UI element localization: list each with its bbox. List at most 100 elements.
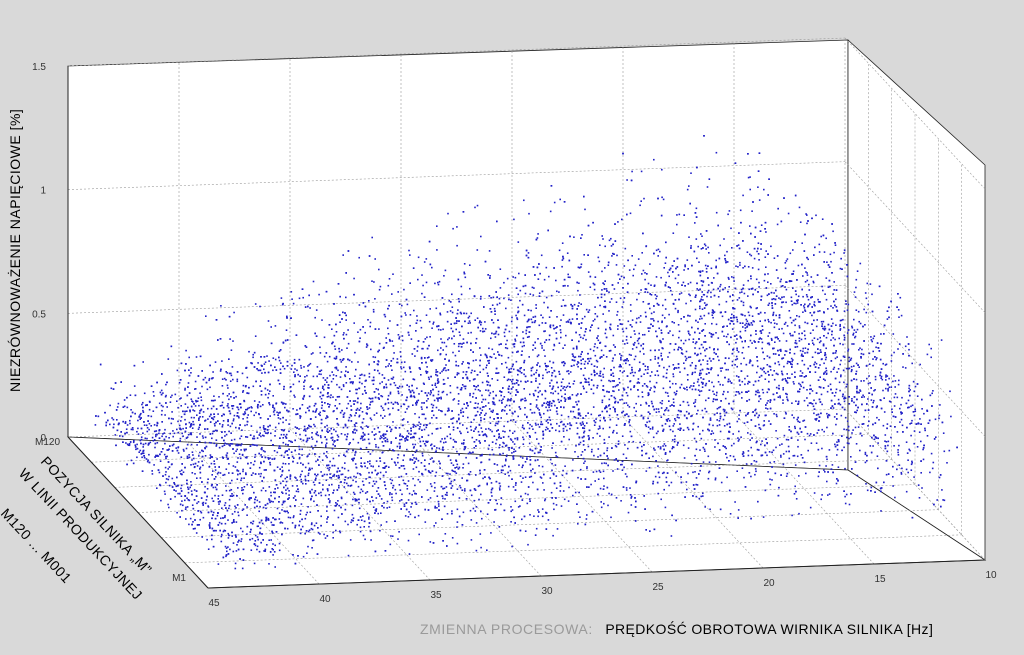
data-point xyxy=(832,368,835,370)
data-point xyxy=(477,402,479,405)
data-point xyxy=(442,390,445,393)
data-point xyxy=(502,469,504,472)
data-point xyxy=(139,439,142,442)
data-point xyxy=(441,391,444,394)
data-point xyxy=(913,390,916,393)
data-point xyxy=(654,475,657,478)
data-point xyxy=(655,408,658,410)
data-point xyxy=(682,342,685,345)
data-point xyxy=(272,554,274,556)
data-point xyxy=(616,310,619,313)
data-point xyxy=(870,486,873,489)
data-point xyxy=(167,503,169,506)
data-point xyxy=(475,506,478,508)
data-point xyxy=(833,251,835,254)
data-point xyxy=(236,380,239,383)
data-point xyxy=(359,491,362,494)
data-point xyxy=(458,331,461,333)
data-point xyxy=(236,378,239,381)
data-point xyxy=(869,445,872,447)
data-point xyxy=(644,291,646,293)
data-point xyxy=(442,328,444,331)
data-point xyxy=(312,447,314,450)
data-point xyxy=(664,445,667,447)
data-point xyxy=(780,306,783,308)
data-point xyxy=(584,208,586,211)
data-point xyxy=(742,284,745,286)
data-point xyxy=(314,416,317,418)
data-point xyxy=(163,432,166,434)
data-point xyxy=(920,472,922,474)
data-point xyxy=(456,450,458,453)
data-point xyxy=(474,206,476,209)
data-point xyxy=(480,354,482,356)
data-point xyxy=(872,364,874,367)
data-point xyxy=(293,358,296,361)
data-point xyxy=(631,319,634,321)
data-point xyxy=(253,414,255,417)
data-point xyxy=(904,367,907,369)
data-point xyxy=(385,337,387,339)
data-point xyxy=(690,462,693,465)
data-point xyxy=(665,409,667,411)
data-point xyxy=(869,283,872,285)
data-point xyxy=(826,412,828,415)
data-point xyxy=(537,509,539,511)
data-point xyxy=(517,373,519,376)
data-point xyxy=(326,473,328,476)
data-point xyxy=(223,413,225,416)
data-point xyxy=(873,389,875,392)
data-point xyxy=(641,385,644,387)
data-point xyxy=(448,337,450,339)
data-point xyxy=(657,255,659,257)
data-point xyxy=(536,237,539,239)
data-point xyxy=(350,415,353,417)
data-point xyxy=(601,235,603,237)
data-point xyxy=(768,302,771,305)
data-point xyxy=(710,267,713,270)
data-point xyxy=(440,338,442,340)
data-point xyxy=(362,431,364,434)
data-point xyxy=(714,478,717,481)
data-point xyxy=(237,511,239,514)
data-point xyxy=(775,413,778,416)
data-point xyxy=(621,328,624,330)
data-point xyxy=(239,437,241,440)
data-point xyxy=(231,535,233,537)
data-point xyxy=(837,368,840,370)
data-point xyxy=(645,402,648,405)
data-point xyxy=(319,411,321,414)
data-point xyxy=(806,222,808,225)
data-point xyxy=(832,337,835,339)
data-point xyxy=(639,204,641,207)
data-point xyxy=(755,441,758,444)
data-point xyxy=(793,331,796,333)
data-point xyxy=(601,270,603,273)
data-point xyxy=(794,342,796,344)
data-point xyxy=(307,506,309,508)
data-point xyxy=(750,254,753,257)
data-point xyxy=(770,321,772,324)
data-point xyxy=(632,374,635,377)
data-point xyxy=(550,367,553,369)
data-point xyxy=(335,368,338,370)
data-point xyxy=(620,463,622,466)
data-point xyxy=(459,486,462,489)
data-point xyxy=(333,474,335,477)
data-point xyxy=(708,332,711,334)
data-point xyxy=(736,420,739,423)
data-point xyxy=(422,347,424,350)
data-point xyxy=(792,287,794,289)
data-point xyxy=(699,390,701,393)
data-point xyxy=(232,494,235,497)
data-point xyxy=(593,288,596,291)
data-point xyxy=(637,395,640,398)
grid-line-y-floor xyxy=(137,484,916,513)
data-point xyxy=(782,357,785,359)
data-point xyxy=(642,301,645,303)
data-point xyxy=(274,325,277,327)
data-point xyxy=(663,443,666,445)
data-point xyxy=(855,278,858,281)
data-point xyxy=(528,435,531,437)
data-point xyxy=(205,499,208,501)
